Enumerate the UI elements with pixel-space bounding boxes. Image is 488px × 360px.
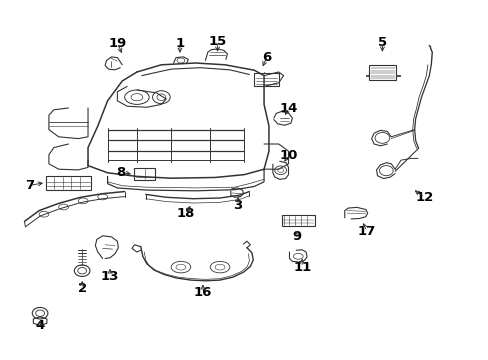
- Bar: [134, 168, 155, 180]
- Text: 15: 15: [208, 35, 226, 48]
- Text: 7: 7: [25, 179, 34, 192]
- Text: 11: 11: [292, 261, 311, 274]
- Text: 4: 4: [36, 319, 44, 332]
- Text: 3: 3: [233, 199, 242, 212]
- Bar: [281, 215, 314, 226]
- Text: 6: 6: [262, 51, 270, 64]
- Text: 13: 13: [101, 270, 119, 283]
- Text: 12: 12: [414, 191, 433, 204]
- Text: 16: 16: [193, 286, 212, 299]
- Bar: [254, 73, 278, 86]
- Text: 19: 19: [108, 37, 126, 50]
- Text: 14: 14: [279, 102, 297, 115]
- Text: 9: 9: [292, 230, 301, 243]
- Text: 5: 5: [377, 36, 386, 49]
- Bar: [46, 176, 91, 190]
- Text: 1: 1: [175, 37, 184, 50]
- Text: 8: 8: [117, 166, 125, 179]
- Text: 17: 17: [357, 225, 375, 238]
- Text: 2: 2: [78, 282, 86, 295]
- Text: 18: 18: [176, 207, 195, 220]
- Text: 10: 10: [279, 149, 297, 162]
- Bar: [368, 65, 395, 80]
